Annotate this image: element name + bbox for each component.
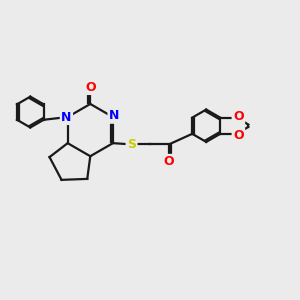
Text: O: O (233, 129, 244, 142)
Text: O: O (85, 80, 96, 94)
Text: N: N (109, 109, 119, 122)
Text: S: S (127, 138, 136, 151)
Text: O: O (233, 110, 244, 123)
Text: O: O (164, 155, 174, 168)
Text: N: N (61, 110, 72, 124)
